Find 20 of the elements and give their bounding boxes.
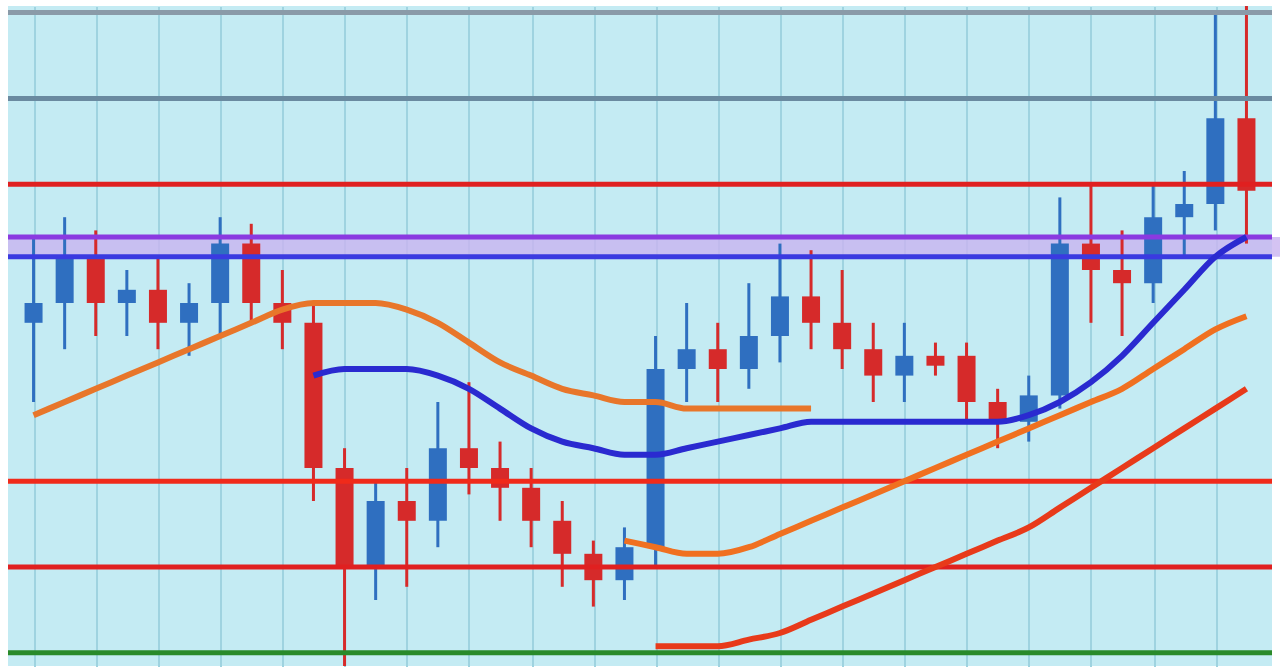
candlestick bbox=[117, 268, 136, 338]
candlestick bbox=[86, 228, 105, 338]
candlestick bbox=[864, 321, 883, 404]
candlestick bbox=[148, 255, 167, 351]
candlestick bbox=[957, 341, 976, 424]
candlestick bbox=[677, 301, 696, 404]
candlestick bbox=[459, 380, 478, 496]
candlestick bbox=[522, 466, 541, 549]
candlestick bbox=[739, 281, 758, 391]
candlestick bbox=[1175, 169, 1194, 259]
candlestick bbox=[180, 281, 199, 358]
candlestick bbox=[833, 268, 852, 371]
candlestick bbox=[708, 321, 727, 404]
candlestick bbox=[24, 235, 43, 404]
candlestick bbox=[1113, 228, 1132, 338]
candlestick bbox=[802, 248, 821, 351]
candlestick bbox=[55, 215, 74, 351]
candlestick bbox=[895, 321, 914, 404]
candlestick bbox=[770, 242, 789, 364]
candlestick bbox=[926, 341, 945, 378]
